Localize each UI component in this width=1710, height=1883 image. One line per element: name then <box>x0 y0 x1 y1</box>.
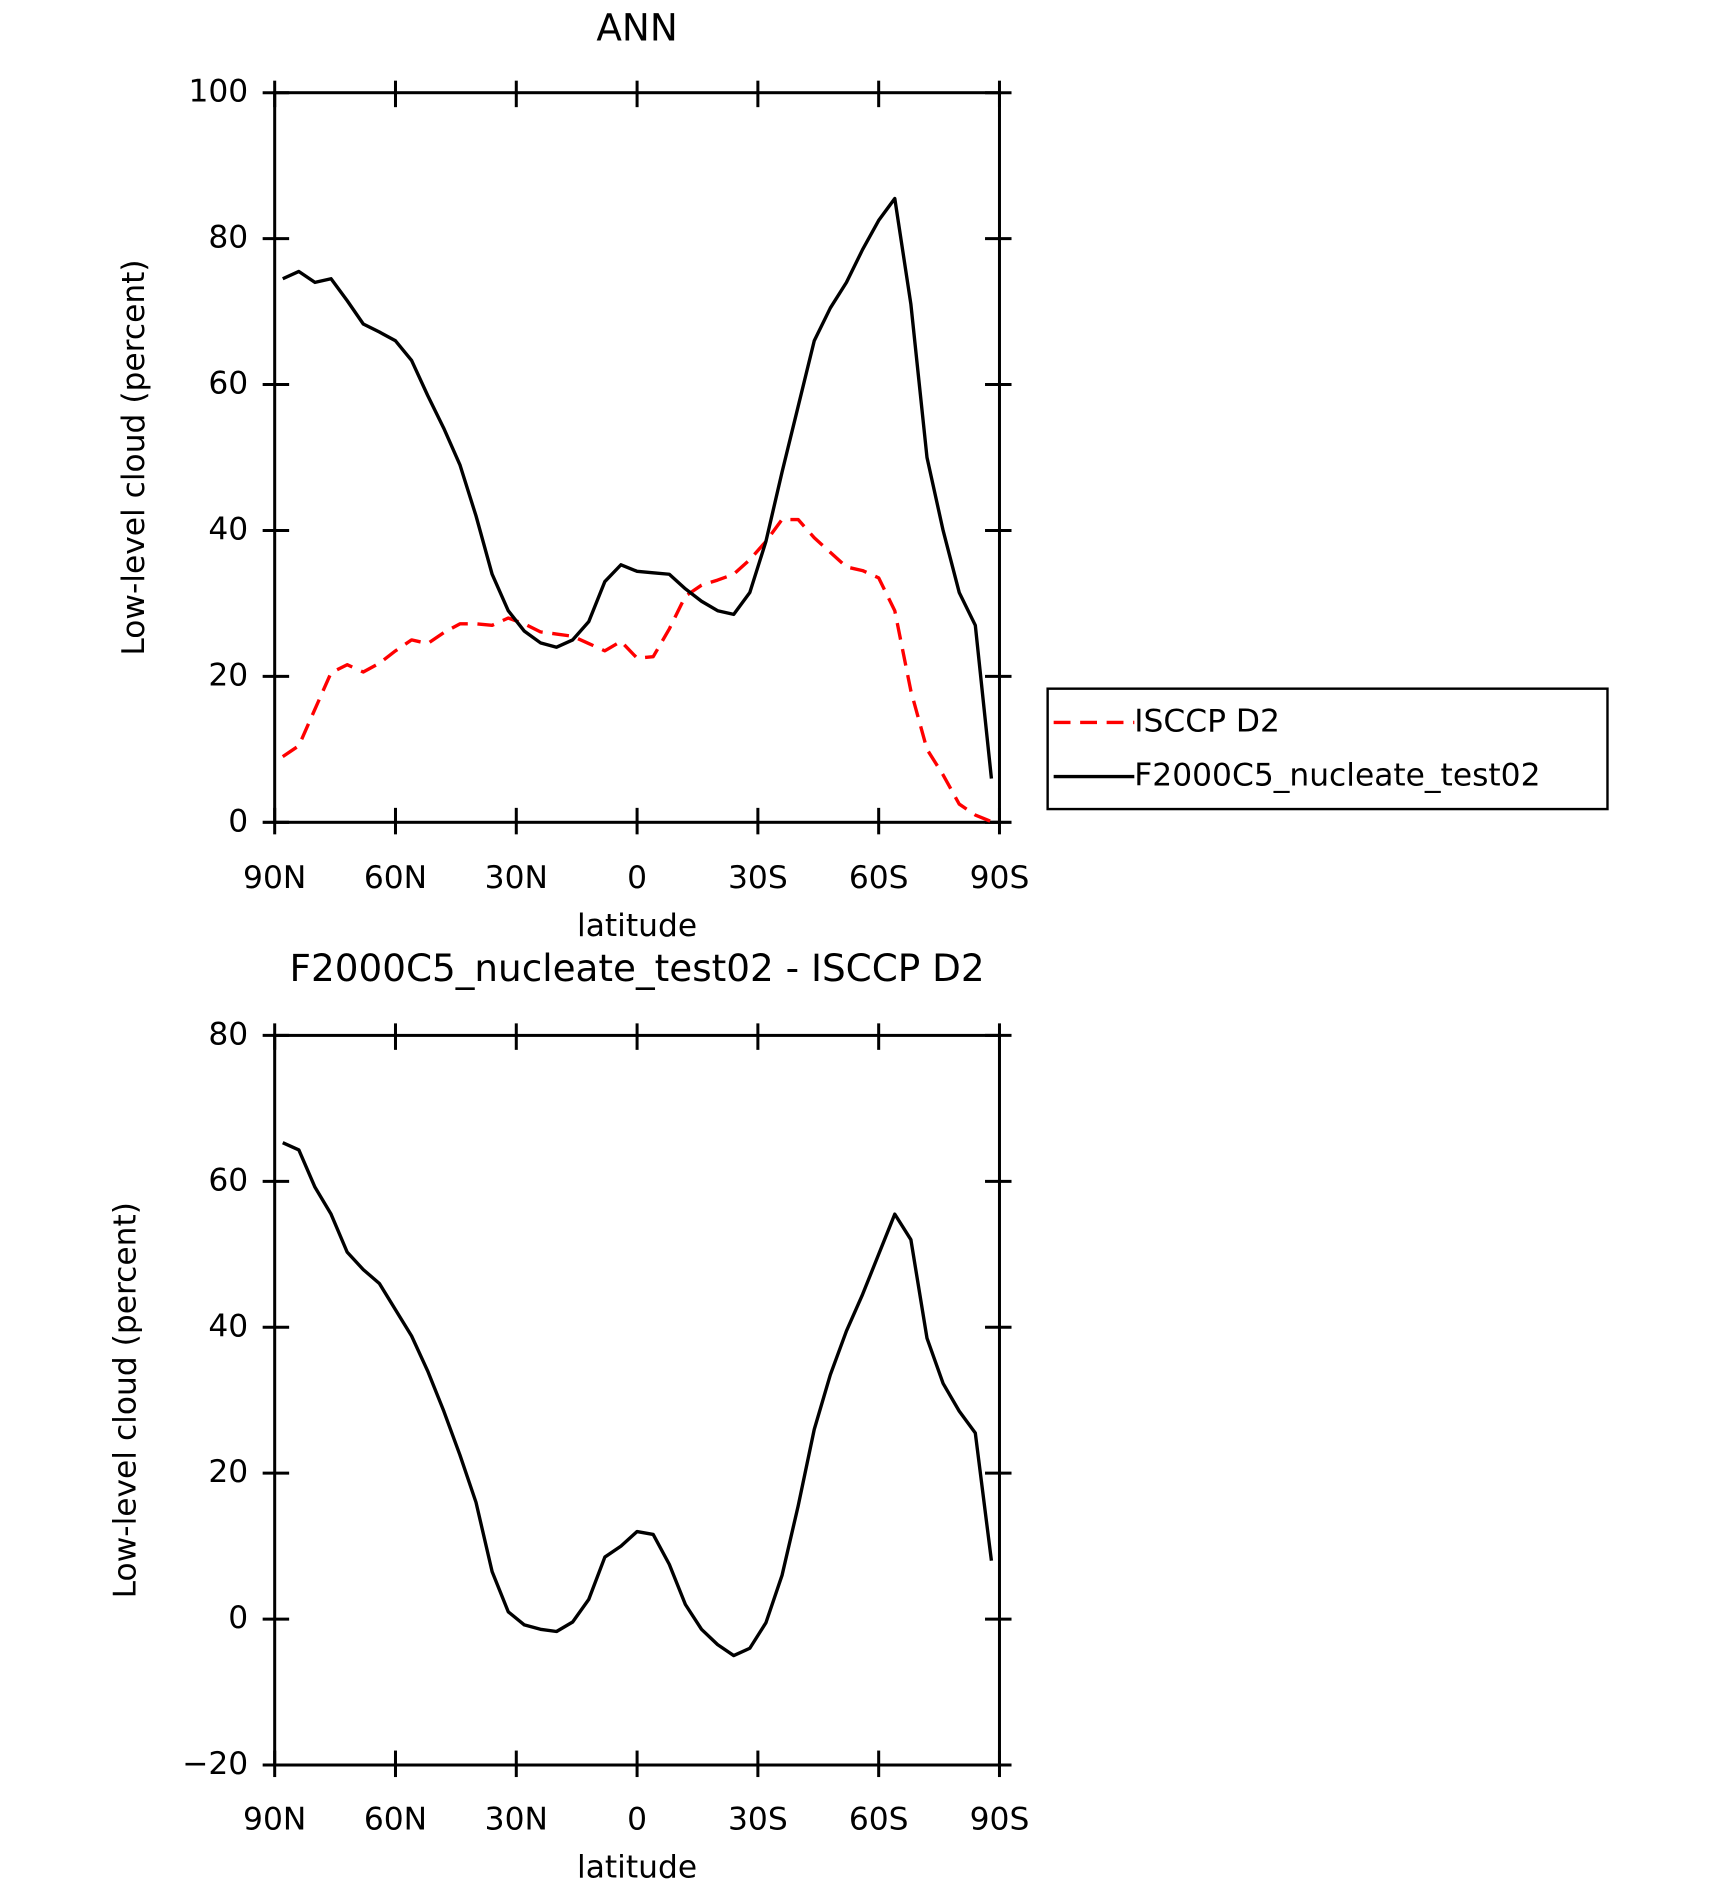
y-tick-label: 100 <box>188 74 248 110</box>
y-tick-label: 20 <box>208 1454 248 1490</box>
x-tick-label: 90S <box>970 1801 1030 1837</box>
x-tick-label: 60S <box>849 860 909 896</box>
data-line <box>282 196 994 779</box>
x-tick-label: 90N <box>243 1801 306 1837</box>
plot-frame <box>273 1033 1001 1767</box>
y-tick-label: 0 <box>228 1600 248 1636</box>
y-tick-label: 40 <box>208 1308 248 1344</box>
x-tick-label: 0 <box>627 1801 647 1837</box>
x-tick-label: 0 <box>627 860 647 896</box>
y-tick-label: 60 <box>208 366 248 402</box>
y-tick-label: 20 <box>208 657 248 693</box>
y-axis-label: Low-level cloud (percent) <box>108 1202 144 1598</box>
legend-label: F2000C5_nucleate_test02 <box>1134 758 1540 794</box>
x-tick-label: 60N <box>364 860 427 896</box>
x-tick-label: 60S <box>849 1801 909 1837</box>
legend-box <box>1046 687 1609 811</box>
x-axis-label: latitude <box>577 1850 697 1883</box>
y-tick-label: 80 <box>208 1016 248 1052</box>
y-tick-label: −20 <box>182 1746 248 1782</box>
chart-title: ANN <box>596 6 677 50</box>
x-tick-label: 30N <box>485 1801 548 1837</box>
x-axis-label: latitude <box>577 908 697 944</box>
legend-label: ISCCP D2 <box>1134 703 1280 739</box>
x-tick-label: 60N <box>364 1801 427 1837</box>
x-tick-label: 90S <box>970 860 1030 896</box>
y-axis-label: Low-level cloud (percent) <box>116 259 152 655</box>
x-tick-label: 30S <box>728 860 788 896</box>
chart-title: F2000C5_nucleate_test02 - ISCCP D2 <box>290 946 985 990</box>
x-tick-label: 90N <box>243 860 306 896</box>
data-line <box>281 517 993 824</box>
data-line <box>282 1141 994 1658</box>
y-tick-label: 80 <box>208 220 248 256</box>
y-tick-label: 0 <box>228 803 248 839</box>
y-tick-label: 40 <box>208 511 248 547</box>
y-tick-label: 60 <box>208 1162 248 1198</box>
x-tick-label: 30N <box>485 860 548 896</box>
x-tick-label: 30S <box>728 1801 788 1837</box>
